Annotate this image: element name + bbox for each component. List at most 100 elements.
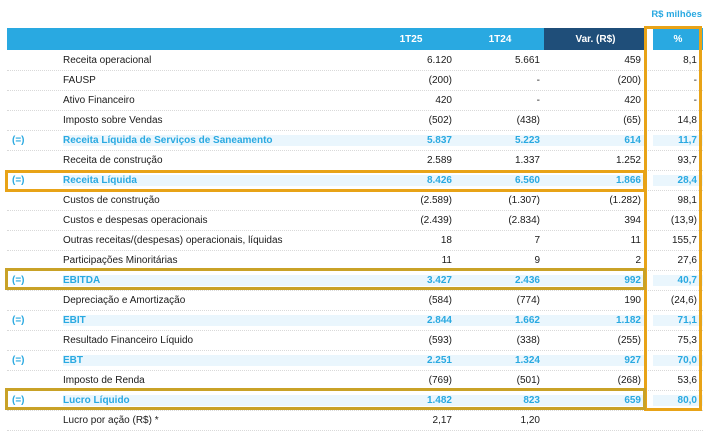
value-pct: - bbox=[693, 75, 697, 86]
table-row: Custos e despesas operacionais (2.439) (2.… bbox=[7, 211, 703, 231]
value-1t24: 5.661 bbox=[514, 55, 540, 66]
value-pct: 93,7 bbox=[677, 155, 697, 166]
row-label: Outras receitas/(despesas) operacionais,… bbox=[63, 235, 283, 246]
value-var: 459 bbox=[624, 55, 641, 66]
value-pct: 98,1 bbox=[677, 195, 697, 206]
value-1t25: 18 bbox=[440, 235, 452, 246]
header-1t25: 1T25 bbox=[366, 28, 456, 50]
table-row: Participações Minoritárias 11 9 2 27,6 bbox=[7, 251, 703, 271]
value-pct: 75,3 bbox=[677, 335, 697, 346]
row-label: Imposto sobre Vendas bbox=[63, 115, 163, 126]
row-prefix: (=) bbox=[12, 315, 25, 326]
value-1t24: (338) bbox=[516, 335, 540, 346]
value-1t25: (593) bbox=[428, 335, 452, 346]
row-label: Receita de construção bbox=[63, 155, 163, 166]
income-statement-table: Receita operacional 6.120 5.661 459 8,1 FAUSP… bbox=[7, 51, 703, 431]
value-pct: 40,7 bbox=[653, 275, 703, 286]
row-label: Participações Minoritárias bbox=[63, 255, 178, 266]
value-1t25: 2.251 bbox=[366, 355, 456, 366]
table-row: Ativo Financeiro 420 - 420 - bbox=[7, 91, 703, 111]
value-1t25: 3.427 bbox=[366, 275, 456, 286]
table-row: FAUSP (200) - (200) - bbox=[7, 71, 703, 91]
row-prefix: (=) bbox=[12, 175, 25, 186]
row-label: Lucro Líquido bbox=[63, 395, 366, 406]
table-row: (=) EBIT 2.844 1.662 1.182 71,1 bbox=[7, 311, 703, 331]
row-label: Lucro por ação (R$) * bbox=[63, 415, 159, 426]
value-pct: 28,4 bbox=[653, 175, 703, 186]
row-label: Custos e despesas operacionais bbox=[63, 215, 208, 226]
table-row: Depreciação e Amortização (584) (774) 190 (2… bbox=[7, 291, 703, 311]
value-1t24: (501) bbox=[516, 375, 540, 386]
value-1t25: 2.589 bbox=[426, 155, 452, 166]
value-1t24: (438) bbox=[516, 115, 540, 126]
value-var: 927 bbox=[544, 355, 647, 366]
value-var: (1.282) bbox=[609, 195, 641, 206]
value-var: (200) bbox=[617, 75, 641, 86]
table-row: Receita operacional 6.120 5.661 459 8,1 bbox=[7, 51, 703, 71]
header-var: Var. (R$) bbox=[544, 28, 647, 50]
value-pct: 71,1 bbox=[653, 315, 703, 326]
value-1t25: (584) bbox=[428, 295, 452, 306]
row-prefix: (=) bbox=[12, 395, 25, 406]
value-1t24: 2.436 bbox=[456, 275, 544, 286]
value-1t25: (200) bbox=[428, 75, 452, 86]
value-var: 394 bbox=[624, 215, 641, 226]
value-1t24: 823 bbox=[456, 395, 544, 406]
value-var: 2 bbox=[635, 255, 641, 266]
row-label: Ativo Financeiro bbox=[63, 95, 135, 106]
row-label: Resultado Financeiro Líquido bbox=[63, 335, 194, 346]
table-row: Imposto sobre Vendas (502) (438) (65) 14,8 bbox=[7, 111, 703, 131]
row-label: FAUSP bbox=[63, 75, 96, 86]
value-pct: 70,0 bbox=[653, 355, 703, 366]
value-1t25: 6.120 bbox=[426, 55, 452, 66]
value-pct: (13,9) bbox=[670, 215, 697, 226]
value-1t24: (1.307) bbox=[508, 195, 540, 206]
header-pct: % bbox=[653, 28, 703, 50]
value-var: 1.866 bbox=[544, 175, 647, 186]
table-row: (=) EBT 2.251 1.324 927 70,0 bbox=[7, 351, 703, 371]
value-1t24: 5.223 bbox=[456, 135, 544, 146]
table-row: Custos de construção (2.589) (1.307) (1.282… bbox=[7, 191, 703, 211]
value-1t25: (2.439) bbox=[420, 215, 452, 226]
value-1t24: - bbox=[536, 95, 540, 106]
value-1t25: (2.589) bbox=[420, 195, 452, 206]
header-1t24: 1T24 bbox=[456, 28, 544, 50]
value-1t24: - bbox=[536, 75, 540, 86]
value-1t24: (2.834) bbox=[508, 215, 540, 226]
value-pct: 53,6 bbox=[677, 375, 697, 386]
table-row: Resultado Financeiro Líquido (593) (338) (2… bbox=[7, 331, 703, 351]
value-var: 190 bbox=[624, 295, 641, 306]
value-1t25: (502) bbox=[428, 115, 452, 126]
value-1t24: 7 bbox=[534, 235, 540, 246]
table-row: (=) EBITDA 3.427 2.436 992 40,7 bbox=[7, 271, 703, 291]
value-pct: 27,6 bbox=[677, 255, 697, 266]
value-pct: 11,7 bbox=[653, 135, 703, 146]
value-pct: 80,0 bbox=[653, 395, 703, 406]
value-1t25: 2,17 bbox=[432, 415, 452, 426]
row-prefix: (=) bbox=[12, 355, 25, 366]
value-1t25: 2.844 bbox=[366, 315, 456, 326]
value-var: (268) bbox=[617, 375, 641, 386]
value-1t24: 1.324 bbox=[456, 355, 544, 366]
value-1t24: 9 bbox=[534, 255, 540, 266]
value-1t25: 1.482 bbox=[366, 395, 456, 406]
row-label: Imposto de Renda bbox=[63, 375, 145, 386]
table-header: 1T25 1T24 Var. (R$) % bbox=[7, 28, 703, 50]
row-label: Receita Líquida de Serviços de Saneament… bbox=[63, 135, 366, 146]
value-1t24: (774) bbox=[516, 295, 540, 306]
row-label: Receita Líquida bbox=[63, 175, 366, 186]
value-var: 614 bbox=[544, 135, 647, 146]
table-row: (=) Receita Líquida de Serviços de Saneam… bbox=[7, 131, 703, 151]
value-1t25: 11 bbox=[441, 255, 452, 266]
value-var: 1.182 bbox=[544, 315, 647, 326]
value-pct: (24,6) bbox=[670, 295, 697, 306]
value-1t25: (769) bbox=[428, 375, 452, 386]
unit-label: R$ milhões bbox=[651, 9, 702, 20]
header-blank bbox=[7, 28, 366, 50]
table-row: (=) Receita Líquida 8.426 6.560 1.866 28,4 bbox=[7, 171, 703, 191]
value-pct: 14,8 bbox=[677, 115, 697, 126]
value-var: 11 bbox=[630, 235, 641, 246]
value-1t25: 420 bbox=[435, 95, 452, 106]
row-label: Depreciação e Amortização bbox=[63, 295, 186, 306]
row-label: Custos de construção bbox=[63, 195, 160, 206]
